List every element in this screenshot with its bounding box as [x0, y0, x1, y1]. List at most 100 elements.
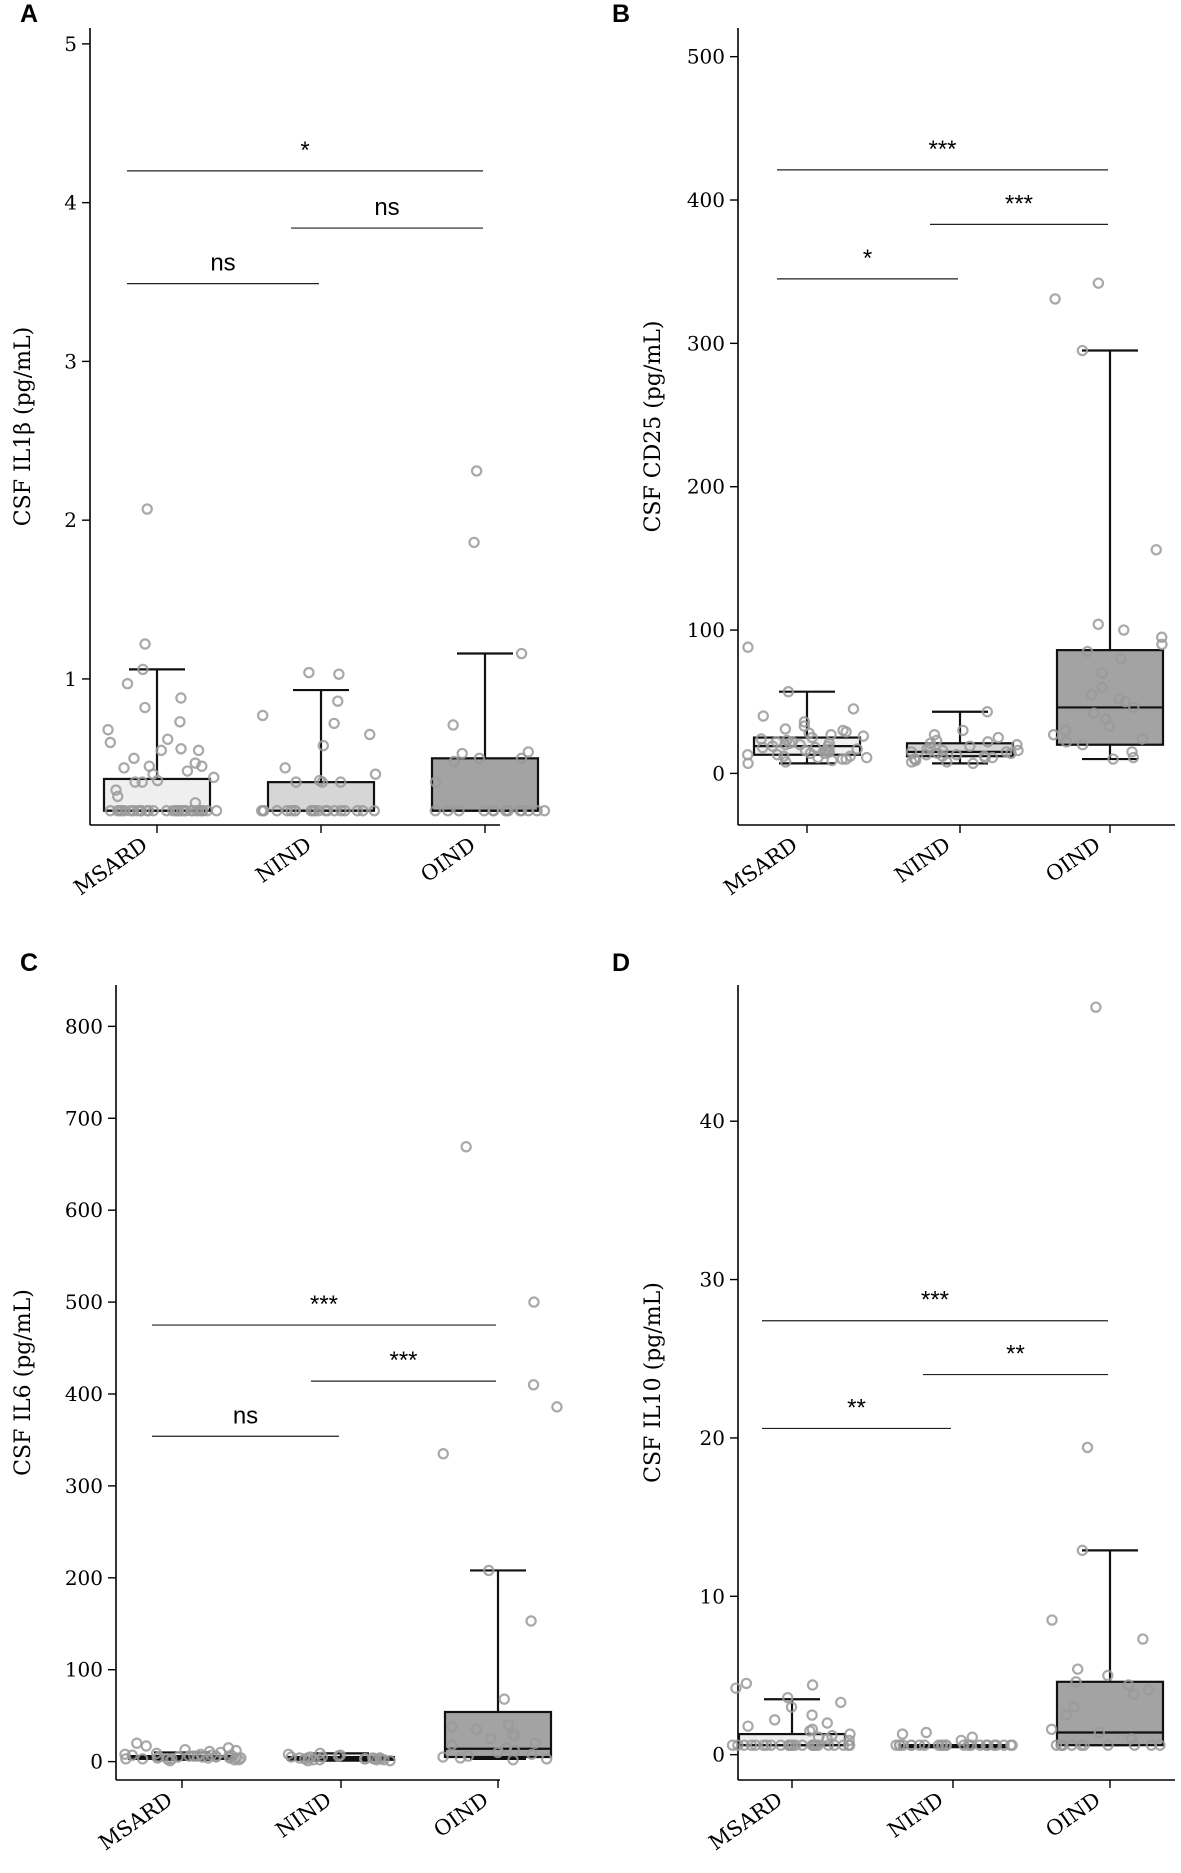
- data-point: [741, 749, 754, 761]
- data-point: [437, 1751, 449, 1763]
- data-point: [473, 752, 486, 765]
- data-point: [796, 1739, 809, 1751]
- significance-label: **: [1006, 1341, 1025, 1368]
- data-point: [104, 805, 117, 817]
- data-point: [1046, 1614, 1058, 1626]
- data-point: [905, 1739, 917, 1751]
- data-point: [528, 1296, 540, 1308]
- data-point: [1081, 645, 1094, 658]
- data-point: [857, 730, 870, 742]
- x-tick-label: MSARD: [95, 1787, 177, 1855]
- x-tick-label: MSARD: [70, 832, 152, 900]
- data-point: [847, 703, 860, 715]
- data-point: [139, 701, 151, 714]
- significance-label: ns: [210, 250, 235, 277]
- data-point: [806, 1679, 819, 1691]
- data-point: [1060, 736, 1073, 748]
- data-point: [317, 739, 330, 752]
- data-point: [446, 1739, 458, 1751]
- y-axis-label: CSF CD25 (pg/mL): [641, 321, 666, 533]
- data-point: [825, 728, 837, 741]
- data-point: [1127, 751, 1140, 764]
- data-point: [740, 1677, 753, 1690]
- data-point: [429, 805, 442, 817]
- data-point: [1127, 1688, 1140, 1701]
- data-point: [328, 717, 340, 730]
- panel-letter: A: [20, 0, 38, 28]
- data-point: [1045, 1723, 1058, 1736]
- box-oind: [430, 757, 540, 812]
- y-tick-label: 500: [65, 1290, 103, 1314]
- data-point: [118, 762, 130, 774]
- data-point: [1096, 681, 1108, 694]
- data-point: [918, 1739, 931, 1751]
- data-point: [781, 734, 793, 747]
- data-point: [507, 1728, 519, 1740]
- data-point: [208, 771, 220, 784]
- data-point: [492, 1746, 504, 1759]
- x-tick-label: NIND: [251, 832, 315, 887]
- y-tick-label: 500: [687, 45, 725, 69]
- data-point: [1137, 1633, 1149, 1645]
- data-point: [321, 805, 334, 817]
- data-point: [470, 1723, 483, 1736]
- data-point: [290, 776, 302, 788]
- x-tick-label: NIND: [890, 832, 954, 887]
- data-point: [844, 1728, 856, 1740]
- data-point: [522, 746, 535, 758]
- data-point: [837, 724, 849, 737]
- data-point: [104, 736, 117, 749]
- y-tick-label: 1: [64, 667, 77, 691]
- data-point: [527, 1379, 540, 1391]
- data-point: [374, 1752, 386, 1764]
- data-point: [924, 737, 937, 749]
- panel-d: D 0 10 20 30 40 CSF IL10 (pg/mL) MSARD NIND OIND *…: [612, 949, 1175, 1855]
- data-point: [978, 750, 991, 762]
- data-point: [333, 668, 345, 680]
- data-point: [1122, 1679, 1135, 1691]
- panel-letter: B: [612, 0, 630, 28]
- data-point: [851, 743, 863, 755]
- data-point: [540, 1753, 553, 1765]
- data-point: [448, 755, 460, 768]
- data-point: [526, 1748, 538, 1760]
- data-point: [357, 805, 369, 817]
- significance-label: ***: [1005, 190, 1033, 217]
- data-point: [142, 805, 155, 817]
- data-point: [806, 1723, 819, 1736]
- data-point: [437, 1448, 449, 1460]
- data-point: [334, 776, 347, 788]
- data-point: [1154, 1739, 1166, 1751]
- data-point: [843, 1739, 856, 1751]
- data-point: [1107, 753, 1119, 765]
- data-point: [139, 638, 151, 650]
- data-point: [843, 1734, 855, 1747]
- data-point: [1096, 667, 1108, 679]
- data-point: [203, 1745, 216, 1758]
- data-point: [757, 710, 770, 722]
- data-point: [509, 1730, 521, 1742]
- data-point: [992, 731, 1004, 744]
- y-tick-label: 0: [712, 761, 725, 785]
- panel-a: A 1 2 3 4 5 CSF IL1β (pg/mL) MSARD NIND OIND ns ns *: [11, 0, 551, 900]
- data-point: [826, 1729, 838, 1742]
- data-point: [462, 1750, 474, 1762]
- y-tick-label: 300: [687, 331, 725, 355]
- significance-label: *: [300, 137, 309, 164]
- data-point: [1113, 693, 1125, 705]
- data-point: [359, 1753, 372, 1765]
- data-point: [143, 760, 156, 772]
- data-point: [806, 1709, 818, 1721]
- data-point: [779, 723, 792, 735]
- data-point: [222, 1742, 235, 1754]
- data-point: [785, 1739, 798, 1751]
- data-point: [768, 1714, 781, 1726]
- data-point: [730, 1682, 742, 1694]
- y-axis-label: CSF IL6 (pg/mL): [11, 1289, 36, 1476]
- data-point: [809, 741, 822, 754]
- data-point: [460, 1141, 472, 1153]
- data-point: [281, 805, 293, 817]
- data-point: [1049, 293, 1061, 305]
- data-point: [755, 733, 767, 745]
